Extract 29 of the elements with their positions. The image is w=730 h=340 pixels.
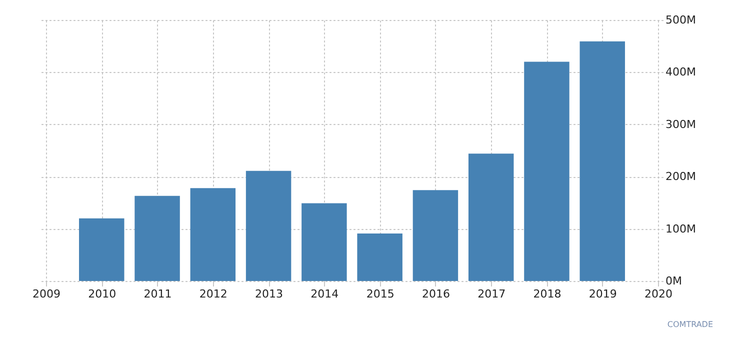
bar [134,196,180,281]
bar [412,190,458,281]
y-tick-label: 100M [666,222,696,236]
y-tick-label: 200M [666,170,696,184]
x-tick-label: 2017 [478,288,506,300]
y-tick-label: 300M [666,118,696,131]
bar [580,41,625,281]
bar [524,62,570,281]
y-tick-label: 500M [666,14,696,26]
x-tick-label: 2016 [422,288,450,300]
x-tick-label: 2018 [533,288,562,300]
x-tick-label: 2014 [310,288,339,300]
bar [190,188,236,281]
x-tick-label: 2019 [588,288,617,300]
bar [468,154,514,281]
x-tick-label: 2020 [644,288,672,300]
bar [357,234,402,281]
bar [302,203,347,281]
bar [246,170,292,281]
x-tick-label: 2015 [366,288,394,300]
y-tick-label: 400M [666,66,696,79]
x-tick-label: 2011 [144,288,172,300]
bar [79,218,124,281]
x-tick-label: 2013 [255,288,284,300]
x-tick-label: 2009 [32,288,60,300]
x-tick-label: 2010 [88,288,116,300]
text: COMTRADE [667,320,713,329]
x-tick-label: 2012 [199,288,228,300]
y-tick-label: 0M [666,274,682,288]
